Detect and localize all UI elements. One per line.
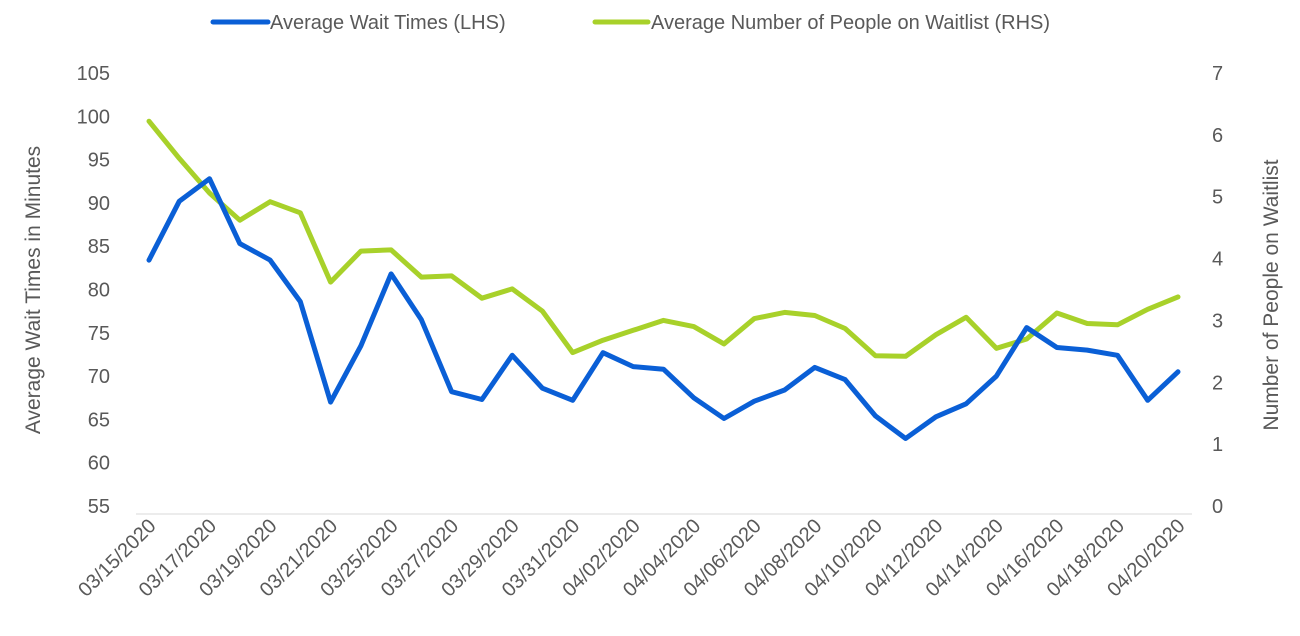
y2-axis-title: Number of People on Waitlist (1260, 159, 1283, 430)
y2-tick-label: 3 (1212, 310, 1223, 332)
y2-tick-label: 2 (1212, 372, 1223, 394)
y-tick-label: 105 (77, 63, 110, 85)
legend-label-waitlist: Average Number of People on Waitlist (RH… (651, 12, 1050, 34)
y2-tick-label: 7 (1212, 63, 1223, 85)
y-axis-ticks: 55 60 65 70 75 80 85 90 95 100 105 (77, 63, 110, 518)
y-tick-label: 65 (88, 409, 110, 431)
y2-tick-label: 6 (1212, 125, 1223, 147)
x-axis-ticks: 03/15/202003/17/202003/19/202003/21/2020… (74, 515, 1189, 601)
y-tick-label: 70 (88, 366, 110, 388)
series-layer (146, 118, 1181, 441)
y-axis-title: Average Wait Times in Minutes (22, 146, 45, 434)
legend: Average Wait Times (LHS) Average Number … (210, 12, 1050, 34)
series-line-waitlist (146, 118, 1181, 359)
y2-tick-label: 0 (1212, 496, 1223, 518)
y-tick-label: 90 (88, 193, 110, 215)
y-tick-label: 85 (88, 236, 110, 258)
y2-tick-label: 1 (1212, 434, 1223, 456)
y-tick-label: 80 (88, 280, 110, 302)
y-tick-label: 75 (88, 323, 110, 345)
y-tick-label: 55 (88, 496, 110, 518)
y-tick-label: 100 (77, 106, 110, 128)
series-line-wait-times (146, 176, 1181, 441)
y-tick-label: 60 (88, 453, 110, 475)
y-tick-label: 95 (88, 150, 110, 172)
y2-tick-label: 4 (1212, 249, 1223, 271)
legend-label-wait-times: Average Wait Times (LHS) (270, 12, 506, 34)
y2-tick-label: 5 (1212, 187, 1223, 209)
y2-axis-ticks: 0 1 2 3 4 5 6 7 (1212, 63, 1223, 518)
